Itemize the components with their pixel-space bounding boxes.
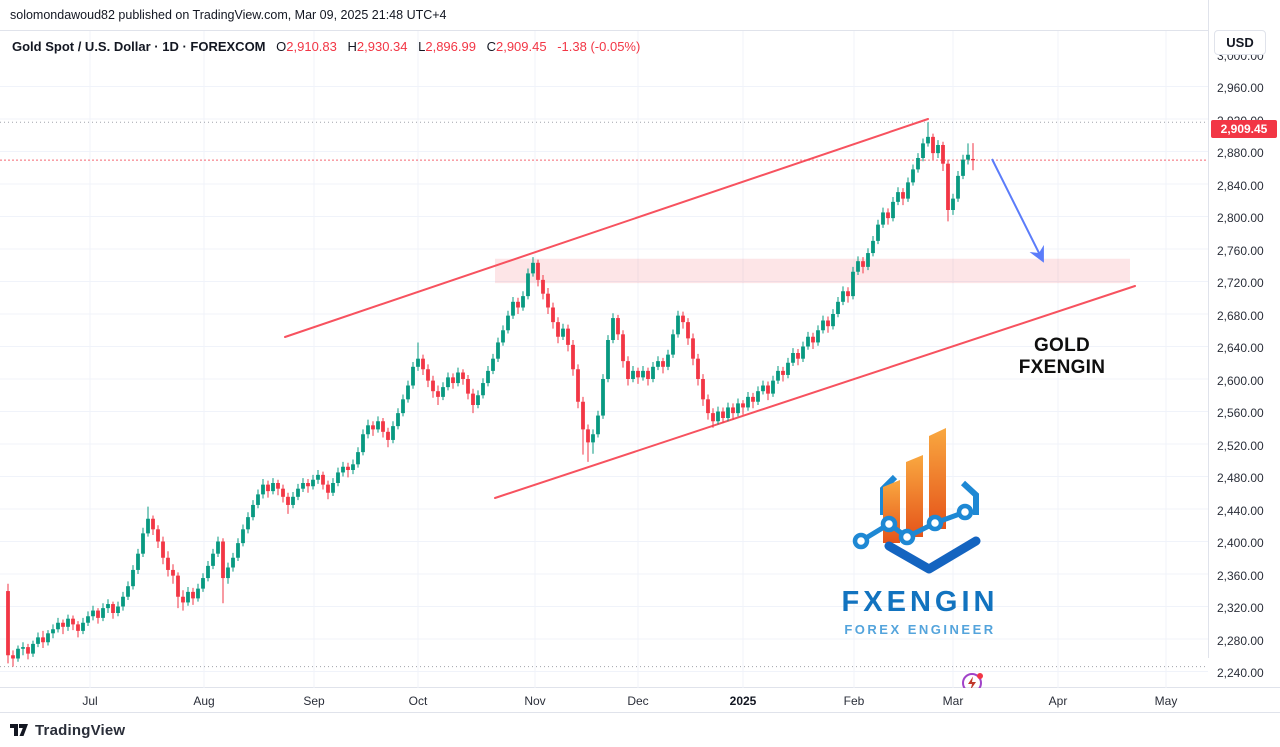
tradingview-logo-icon <box>10 724 28 736</box>
time-axis-label: May <box>1154 694 1178 708</box>
candlestick-chart[interactable] <box>0 31 1208 689</box>
ohlc-low-label: L <box>418 39 426 54</box>
price-axis-label: 2,480.00 <box>1217 471 1264 485</box>
ohlc-open-label: O <box>276 39 287 54</box>
watermark-brand: FXENGIN <box>841 586 999 618</box>
chart-annotation-text: GOLD FXENGIN <box>1018 335 1106 378</box>
ohlc-low-value: 2,896.99 <box>425 39 476 54</box>
price-axis-label: 2,320.00 <box>1217 601 1264 615</box>
price-axis-label: 2,880.00 <box>1217 146 1264 160</box>
tradingview-brand-text: TradingView <box>35 722 126 739</box>
time-axis-label: Oct <box>408 694 428 708</box>
time-axis-label: Apr <box>1048 694 1068 708</box>
ohlc-close-label: C <box>486 39 496 54</box>
price-axis-label: 2,840.00 <box>1217 178 1264 193</box>
time-axis-label: 2025 <box>729 694 757 708</box>
price-axis-label: 2,960.00 <box>1217 81 1264 95</box>
price-axis-label: 2,560.00 <box>1217 406 1264 420</box>
price-axis-label: 2,360.00 <box>1217 568 1264 583</box>
ohlc-open-value: 2,910.83 <box>286 39 337 54</box>
ohlc-high-value: 2,930.34 <box>356 39 408 54</box>
price-axis-label: 2,680.00 <box>1217 308 1264 323</box>
price-axis-label: 2,600.00 <box>1217 373 1264 388</box>
price-change: -1.38 (-0.05%) <box>557 39 641 54</box>
time-axis-label: Dec <box>627 694 649 708</box>
tradingview-brand[interactable]: TradingView <box>10 722 125 739</box>
watermark-tagline: FOREX ENGINEER <box>844 622 996 637</box>
footer-bar: TradingView <box>0 712 1280 747</box>
current-price-tag: 2,909.45 <box>1211 120 1277 139</box>
time-axis[interactable]: Jul Aug Sep Oct Nov Dec 2025 Feb Mar Apr May <box>0 688 1280 712</box>
time-axis-label: Mar <box>942 694 964 708</box>
ohlc-high-label: H <box>347 39 357 54</box>
price-axis-label: 2,400.00 <box>1217 536 1264 550</box>
publish-bar: solomondawoud82 published on TradingView… <box>0 0 1280 30</box>
time-axis-label: Jul <box>82 694 98 708</box>
price-axis-label: 2,640.00 <box>1217 341 1264 355</box>
time-axis-label: Sep <box>303 694 325 708</box>
time-axis-label: Feb <box>843 694 865 708</box>
price-axis-label: 2,280.00 <box>1217 633 1264 648</box>
price-axis-label: 2,240.00 <box>1217 666 1264 680</box>
chart-area[interactable]: Gold Spot / U.S. Dollar · 1D · FOREXCOM … <box>0 30 1280 720</box>
price-axis-label: 2,720.00 <box>1217 276 1264 290</box>
fxengin-logo-icon <box>852 428 981 574</box>
price-axis-label: 2,800.00 <box>1217 211 1264 225</box>
price-axis-label: 2,760.00 <box>1217 243 1264 258</box>
currency-unit-button[interactable]: USD <box>1214 30 1266 55</box>
price-axis[interactable]: 2,909.45 3,000.002,960.002,920.002,880.0… <box>1208 0 1280 680</box>
time-axis-label: Aug <box>193 694 215 708</box>
ohlc-close-value: 2,909.45 <box>495 39 547 54</box>
fxengin-watermark: FXENGIN FOREX ENGINEER <box>828 421 1012 637</box>
time-axis-label: Nov <box>524 694 546 708</box>
publish-line: solomondawoud82 published on TradingView… <box>10 8 447 22</box>
price-axis-label: 2,520.00 <box>1217 438 1264 453</box>
price-axis-label: 2,440.00 <box>1217 503 1264 518</box>
symbol-ohlc-row: Gold Spot / U.S. Dollar · 1D · FOREXCOM … <box>12 39 640 54</box>
symbol-title[interactable]: Gold Spot / U.S. Dollar · 1D · FOREXCOM <box>12 39 266 54</box>
